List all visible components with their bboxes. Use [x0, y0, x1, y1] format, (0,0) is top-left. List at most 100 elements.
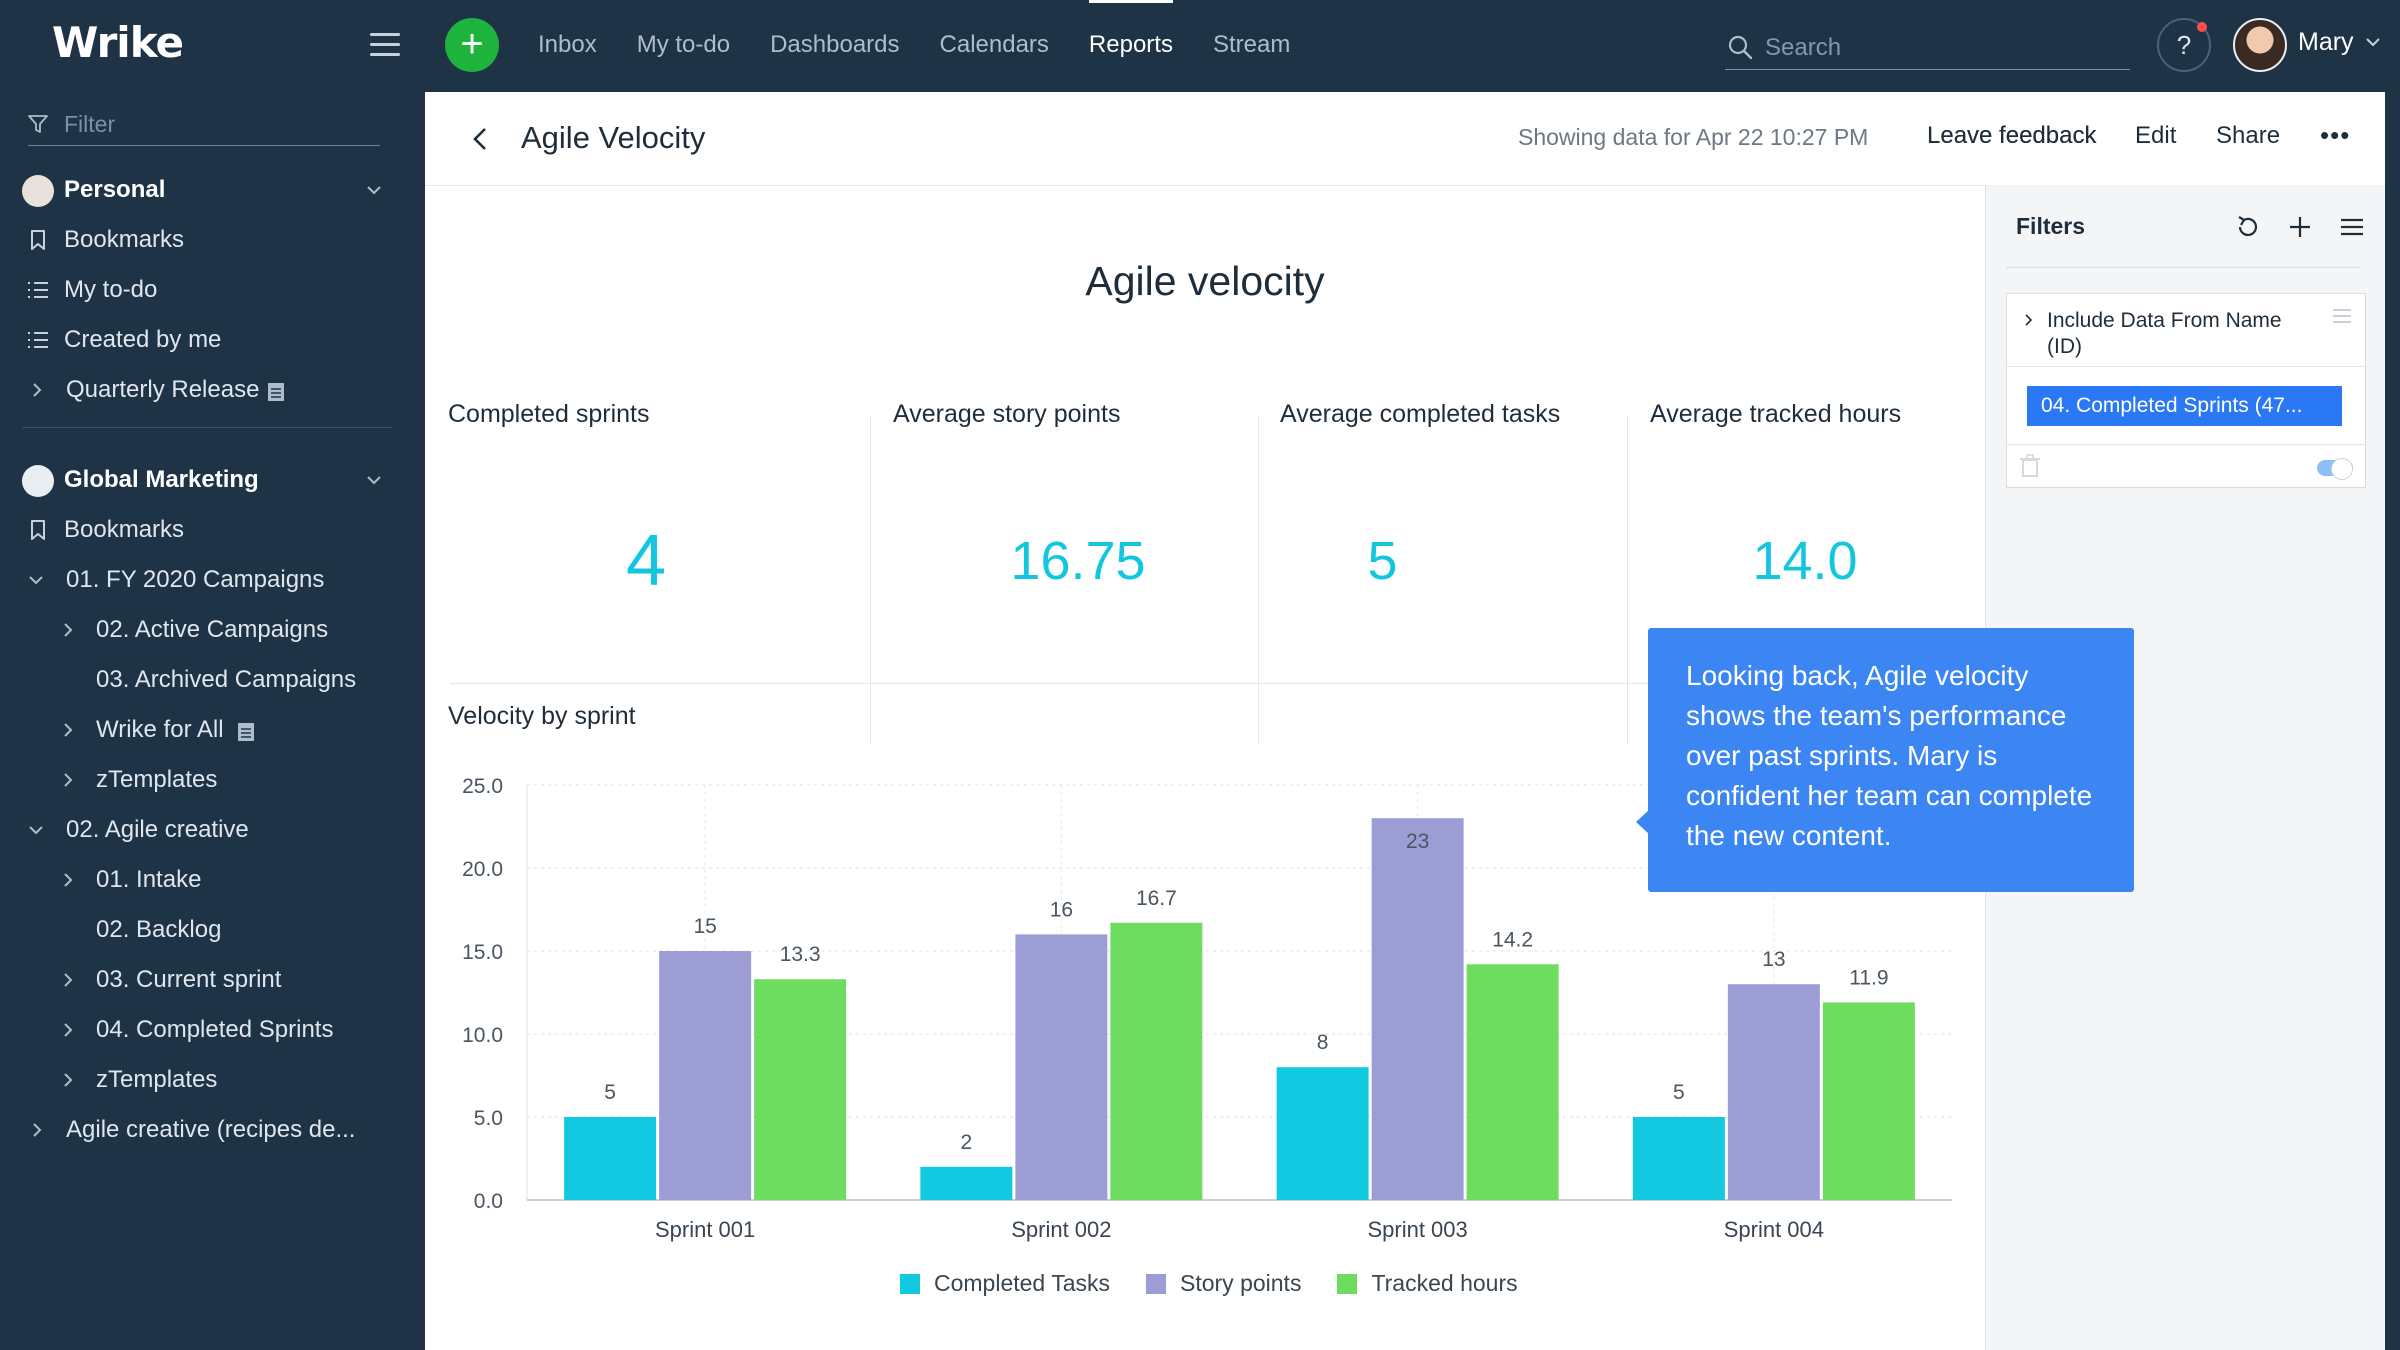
- sidebar-item-ztemplates[interactable]: zTemplates: [0, 755, 425, 805]
- sidebar-item-label: zTemplates: [96, 1066, 218, 1093]
- chevron-down-icon[interactable]: [366, 182, 382, 198]
- chevron-right-icon[interactable]: [60, 972, 76, 988]
- trash-icon[interactable]: [2019, 454, 2041, 478]
- kpi-label: Average story points: [893, 400, 1121, 428]
- kpi-average-story-points: Average story points 16.75: [893, 400, 1263, 755]
- drag-handle-icon[interactable]: [2332, 308, 2352, 324]
- sidebar-item-bookmarks[interactable]: Bookmarks: [0, 505, 425, 555]
- sidebar-item-label: 01. Intake: [96, 866, 202, 893]
- guide-tooltip: Looking back, Agile velocity shows the t…: [1648, 628, 2134, 892]
- filter-value-chip[interactable]: 04. Completed Sprints (47...: [2027, 386, 2342, 426]
- refresh-icon[interactable]: [2234, 213, 2262, 241]
- report-title: Agile velocity: [1085, 258, 1325, 304]
- chevron-right-icon[interactable]: [60, 722, 76, 738]
- chevron-right-icon[interactable]: [60, 1072, 76, 1088]
- rocket-icon: [22, 465, 54, 497]
- sidebar-item-quarterly-release[interactable]: Quarterly Release: [0, 365, 425, 415]
- add-filter-icon[interactable]: [2286, 213, 2314, 241]
- menu-toggle-icon[interactable]: [370, 33, 400, 57]
- chevron-down-icon[interactable]: [28, 572, 44, 588]
- chevron-down-icon[interactable]: [28, 822, 44, 838]
- sidebar-item-label: 03. Archived Campaigns: [96, 666, 357, 693]
- sidebar-item-completed-sprints[interactable]: 04. Completed Sprints: [0, 1005, 425, 1055]
- sidebar-item-fy-2020-campaigns[interactable]: 01. FY 2020 Campaigns: [0, 555, 425, 605]
- user-name[interactable]: Mary: [2298, 28, 2354, 56]
- sidebar-item-wrike-for-all[interactable]: Wrike for All: [0, 705, 425, 755]
- filter-input[interactable]: [64, 108, 364, 140]
- legend-swatch: [1337, 1273, 1358, 1294]
- sidebar-item-label: Agile creative (recipes de...: [66, 1116, 356, 1143]
- sidebar-item-agile-creative[interactable]: 02. Agile creative: [0, 805, 425, 855]
- chevron-right-icon[interactable]: [29, 382, 45, 398]
- chevron-down-icon[interactable]: [2365, 34, 2381, 50]
- sidebar-item-ztemplates-2[interactable]: zTemplates: [0, 1055, 425, 1105]
- filter-card-divider: [2007, 444, 2365, 445]
- chevron-right-icon[interactable]: [29, 1122, 45, 1138]
- sidebar-item-label: 02. Active Campaigns: [96, 616, 329, 643]
- kpi-value: 14.0: [1752, 531, 1858, 591]
- legend-item[interactable]: Story points: [1146, 1270, 1301, 1297]
- nav-calendars[interactable]: Calendars: [939, 31, 1049, 58]
- nav-stream[interactable]: Stream: [1212, 31, 1291, 58]
- sidebar-item-backlog[interactable]: 02. Backlog: [0, 905, 425, 955]
- sidebar-divider: [22, 427, 392, 428]
- kpi-divider: [870, 415, 871, 745]
- filter-toggle[interactable]: [2317, 458, 2353, 480]
- add-new-button[interactable]: +: [445, 18, 499, 72]
- clipboard-icon: [238, 723, 254, 741]
- more-options-icon[interactable]: •••: [2320, 120, 2351, 150]
- legend-label: Completed Tasks: [934, 1270, 1110, 1296]
- leave-feedback-button[interactable]: Leave feedback: [1927, 122, 2097, 149]
- filters-divider: [2006, 267, 2361, 268]
- back-arrow-icon[interactable]: [465, 124, 495, 154]
- legend-item[interactable]: Completed Tasks: [900, 1270, 1110, 1297]
- chevron-right-icon[interactable]: [60, 1022, 76, 1038]
- sidebar-item-label: Quarterly Release: [66, 376, 260, 403]
- sidebar-item-label: 02. Backlog: [96, 916, 222, 943]
- sidebar-item-created-by-me[interactable]: Created by me: [0, 315, 425, 365]
- wrike-logo[interactable]: Wrike: [52, 18, 184, 67]
- sidebar-item-intake[interactable]: 01. Intake: [0, 855, 425, 905]
- filter-icon: [28, 115, 48, 133]
- chevron-right-icon[interactable]: [60, 772, 76, 788]
- chevron-right-icon[interactable]: [60, 872, 76, 888]
- sidebar-section-personal[interactable]: Personal: [0, 165, 425, 215]
- sidebar-item-current-sprint[interactable]: 03. Current sprint: [0, 955, 425, 1005]
- edit-button[interactable]: Edit: [2135, 122, 2177, 149]
- chevron-right-icon[interactable]: [60, 622, 76, 638]
- nav-dashboards[interactable]: Dashboards: [770, 31, 900, 58]
- search-input[interactable]: [1765, 30, 2125, 66]
- data-timestamp: Showing data for Apr 22 10:27 PM: [1518, 124, 1869, 150]
- sidebar-item-archived-campaigns[interactable]: 03. Archived Campaigns: [0, 655, 425, 705]
- list-icon: [28, 332, 48, 348]
- chevron-down-icon[interactable]: [366, 472, 382, 488]
- sidebar-item-bookmarks[interactable]: Bookmarks: [0, 215, 425, 265]
- nav-my-to-do[interactable]: My to-do: [636, 31, 731, 58]
- list-icon: [28, 282, 48, 298]
- share-button[interactable]: Share: [2216, 122, 2281, 149]
- legend-label: Tracked hours: [1371, 1270, 1518, 1296]
- chevron-right-icon[interactable]: [2022, 314, 2034, 326]
- menu-icon[interactable]: [2338, 213, 2366, 241]
- leave-feedback-button[interactable]: Leave feedback: [1927, 122, 2097, 149]
- user-avatar[interactable]: [2233, 18, 2287, 72]
- sidebar-section-label: Global Marketing: [64, 466, 259, 493]
- nav-reports[interactable]: Reports: [1088, 0, 1174, 92]
- filter-field-label: Include Data From Name (ID): [2047, 309, 2282, 358]
- filter-card: Include Data From Name (ID) 04. Complete…: [2006, 293, 2366, 488]
- help-button[interactable]: ?: [2157, 18, 2211, 72]
- sidebar-section-global-marketing[interactable]: Global Marketing: [0, 455, 425, 505]
- legend-item[interactable]: Tracked hours: [1337, 1270, 1518, 1297]
- nav-inbox[interactable]: Inbox: [538, 31, 597, 58]
- sidebar-item-active-campaigns[interactable]: 02. Active Campaigns: [0, 605, 425, 655]
- kpi-value: 5: [1367, 531, 1398, 591]
- sidebar-item-agile-creative-recipes[interactable]: Agile creative (recipes de...: [0, 1105, 425, 1155]
- search-box: [1725, 26, 2130, 70]
- sidebar-item-my-to-do[interactable]: My to-do: [0, 265, 425, 315]
- sidebar-item-label: Bookmarks: [64, 226, 185, 253]
- search-icon: [1728, 35, 1753, 60]
- kpi-label: Average tracked hours: [1650, 400, 1902, 428]
- report-header: Agile Velocity Showing data for Apr 22 1…: [425, 92, 2385, 186]
- filters-title: Filters: [2016, 213, 2086, 239]
- legend-label: Story points: [1180, 1270, 1302, 1296]
